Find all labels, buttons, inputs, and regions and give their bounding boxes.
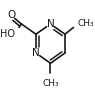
Text: HO: HO xyxy=(0,29,15,39)
Text: CH₃: CH₃ xyxy=(42,79,59,88)
Text: O: O xyxy=(7,10,15,20)
Text: CH₃: CH₃ xyxy=(78,19,94,28)
Text: N: N xyxy=(47,19,54,29)
Text: N: N xyxy=(32,48,40,58)
